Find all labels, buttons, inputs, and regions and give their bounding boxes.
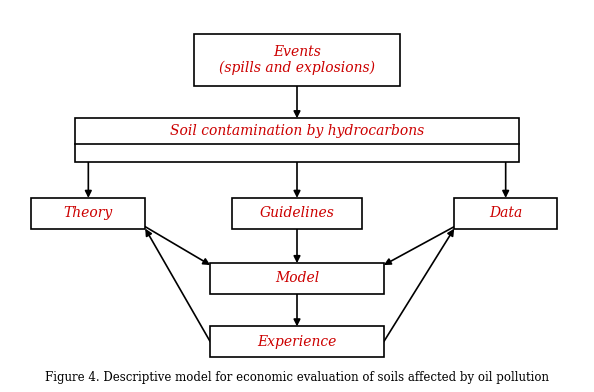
Text: Guidelines: Guidelines [260, 206, 334, 220]
Bar [210, 327, 384, 357]
Bar [454, 198, 557, 229]
Bar [194, 34, 400, 86]
Text: Figure 4. Descriptive model for economic evaluation of soils affected by oil pol: Figure 4. Descriptive model for economic… [45, 371, 549, 384]
Bar [210, 263, 384, 294]
Text: Experience: Experience [257, 335, 337, 349]
Bar [232, 198, 362, 229]
Text: Model: Model [275, 272, 319, 285]
Text: Soil contamination by hydrocarbons: Soil contamination by hydrocarbons [170, 124, 424, 138]
Text: (spills and explosions): (spills and explosions) [219, 60, 375, 75]
Text: Data: Data [489, 206, 522, 220]
Text: Theory: Theory [64, 206, 113, 220]
Bar [31, 198, 146, 229]
Text: Events: Events [273, 45, 321, 59]
Bar [75, 118, 519, 162]
